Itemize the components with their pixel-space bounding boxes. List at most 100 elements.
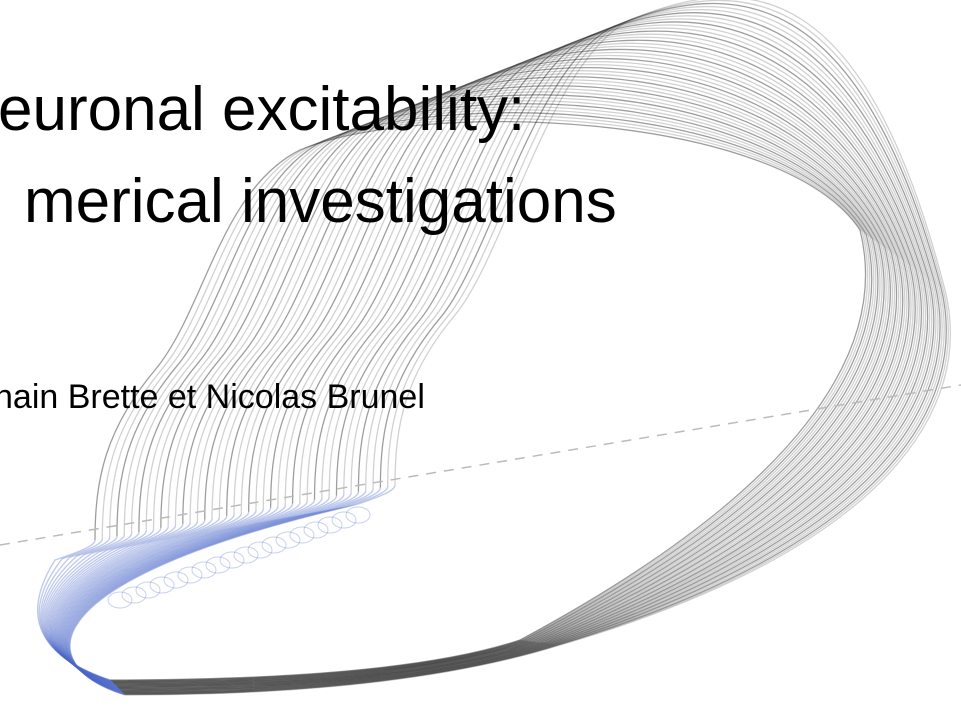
trajectory — [64, 495, 338, 693]
trajectory — [48, 527, 162, 684]
trajectory — [60, 504, 286, 691]
trajectory — [119, 42, 920, 691]
trajectory-loop — [135, 581, 161, 599]
title-line: euronal excitability: — [0, 75, 525, 144]
trajectory — [122, 21, 935, 693]
trajectory — [56, 513, 243, 688]
trajectory — [44, 531, 140, 683]
trajectory — [108, 115, 871, 682]
trajectory-loop — [205, 556, 231, 574]
trajectory — [53, 518, 213, 687]
trajectory-loop — [247, 541, 273, 559]
trajectory — [67, 490, 367, 695]
trajectory — [124, 2, 947, 695]
trajectory — [57, 511, 250, 689]
trajectory — [43, 533, 133, 683]
trajectory — [101, 118, 869, 682]
threshold-line — [0, 384, 961, 546]
trajectory — [120, 30, 929, 692]
trajectory — [51, 522, 191, 686]
trajectory-loop — [149, 576, 175, 594]
trajectory — [40, 537, 111, 682]
trajectory-loop — [331, 511, 357, 529]
trajectory — [64, 496, 330, 693]
trajectory — [42, 534, 125, 683]
trajectory — [116, 70, 902, 687]
authors: hain Brette et Nicolas Brunel — [0, 378, 425, 416]
trajectory — [62, 500, 308, 692]
trajectory — [56, 514, 235, 688]
trajectory — [111, 109, 875, 683]
trajectory — [123, 12, 941, 694]
trajectory — [60, 506, 279, 690]
trajectory — [123, 9, 943, 695]
trajectory — [37, 539, 111, 681]
trajectory-loop — [191, 561, 217, 579]
trajectory — [122, 18, 937, 694]
trajectory — [115, 73, 900, 687]
trajectory — [116, 67, 904, 688]
trajectory — [58, 508, 264, 690]
trajectory — [66, 491, 360, 694]
trajectory — [119, 45, 918, 690]
trajectory — [94, 121, 867, 681]
trajectory — [49, 525, 177, 685]
trajectory — [58, 510, 257, 689]
trajectory — [115, 76, 898, 687]
trajectory — [67, 488, 374, 695]
trajectory-loop — [107, 591, 133, 609]
trajectory — [117, 58, 910, 689]
trajectory — [69, 484, 396, 696]
trajectory-loop — [289, 526, 315, 544]
trajectory — [63, 499, 316, 692]
trajectory — [119, 39, 923, 691]
trajectory-loop — [261, 536, 287, 554]
trajectory — [123, 6, 945, 695]
trajectory-loop — [345, 506, 371, 524]
trajectory — [112, 100, 881, 684]
trajectory — [115, 79, 896, 686]
trajectory — [112, 97, 883, 684]
trajectory — [118, 51, 914, 690]
trajectory — [111, 112, 873, 682]
trajectory-loop — [163, 571, 189, 589]
trajectory-loop — [233, 546, 259, 564]
trajectory — [54, 517, 221, 687]
trajectory — [124, 0, 949, 696]
trajectory — [68, 486, 389, 696]
trajectory — [68, 487, 382, 695]
trajectory — [117, 61, 908, 688]
trajectory — [124, 0, 952, 696]
trajectory-illustration — [37, 0, 952, 696]
trajectory-loop — [177, 566, 203, 584]
trajectory-loop — [303, 521, 329, 539]
trajectory — [121, 24, 933, 693]
trajectory — [118, 48, 916, 690]
trajectory — [66, 492, 352, 694]
trajectory — [47, 529, 155, 684]
trajectory — [50, 523, 184, 686]
trajectory — [112, 103, 879, 683]
trajectory-loop — [275, 531, 301, 549]
trajectory — [121, 27, 931, 692]
trajectory — [59, 507, 272, 690]
trajectory — [55, 515, 228, 688]
trajectory-loop — [317, 516, 343, 534]
trajectory — [53, 519, 206, 687]
trajectory — [118, 55, 912, 689]
trajectory-loop — [219, 551, 245, 569]
trajectory — [48, 526, 169, 685]
trajectory — [41, 535, 118, 682]
trajectory — [63, 498, 323, 693]
trajectory — [111, 106, 877, 683]
trajectory — [113, 91, 887, 685]
trajectory — [113, 94, 885, 684]
trajectory — [38, 538, 111, 682]
trajectory-loop — [121, 586, 147, 604]
trajectory — [61, 503, 294, 691]
trajectory — [114, 82, 894, 686]
trajectory — [120, 33, 927, 692]
trajectory — [46, 530, 147, 684]
trajectory — [122, 15, 939, 694]
